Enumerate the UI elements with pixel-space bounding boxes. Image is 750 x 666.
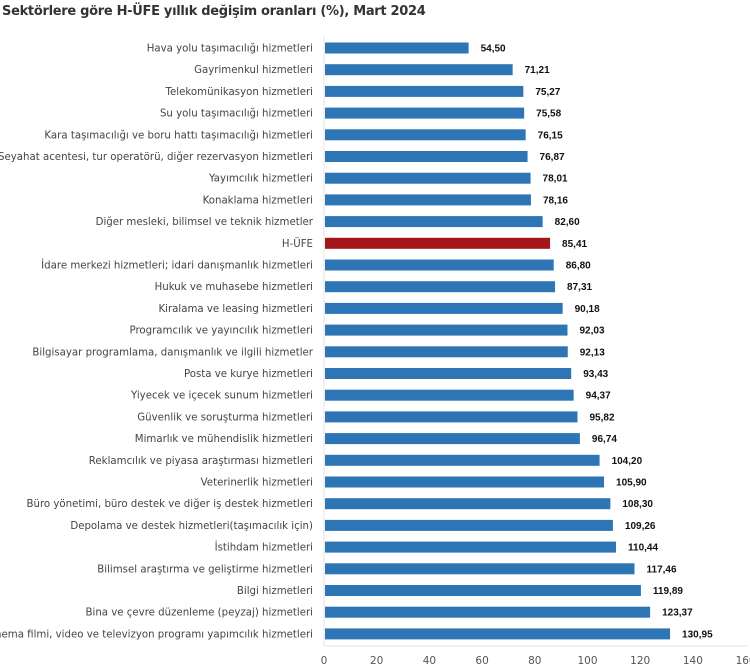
data-label: 94,37 [586,391,611,402]
category-label: Mimarlık ve mühendislik hizmetleri [135,434,313,445]
category-label: İdare merkezi hizmetleri; idari danışman… [41,259,313,272]
bar [325,42,469,54]
bar [325,519,613,531]
bar [325,281,556,293]
bar [325,151,528,162]
bar [325,606,651,618]
category-label: Depolama ve destek hizmetleri(taşımacılı… [70,521,313,532]
data-label: 76,15 [538,130,563,141]
category-label: Yayımcılık hizmetleri [208,174,313,185]
bar-highlight [325,237,551,249]
data-label: 71,21 [525,65,550,76]
category-label: Kara taşımacılığı ve boru hattı taşımacı… [44,129,313,141]
data-label: 87,31 [567,282,592,293]
data-label: 104,20 [612,456,643,467]
category-label: Gayrimenkul hizmetleri [194,65,313,76]
data-label: 75,58 [536,109,561,120]
chart-title: Sektörlere göre H-ÜFE yıllık değişim ora… [2,4,426,19]
data-label: 76,87 [540,152,565,163]
category-label: Bina ve çevre düzenleme (peyzaj) hizmetl… [86,608,314,619]
category-label: Kiralama ve leasing hizmetleri [158,304,313,315]
bar [325,194,531,206]
data-label: 130,95 [682,629,713,640]
category-label: Reklamcılık ve piyasa araştırması hizmet… [89,456,313,467]
bar [325,172,531,184]
category-label: Bilgi hizmetleri [237,586,313,597]
data-label: 108,30 [622,499,653,510]
bar [325,368,572,379]
bar [325,129,526,141]
category-label: İstihdam hizmetleri [215,541,313,554]
category-label: Hukuk ve muhasebe hizmetleri [155,282,313,293]
bar [325,107,525,119]
x-tick-label: 160 [736,655,750,666]
category-label: Bilgisayar programlama, danışmanlık ve i… [32,347,313,358]
data-label: 96,74 [592,434,617,445]
bar [325,346,568,358]
bar [325,324,568,336]
x-tick-label: 80 [528,655,541,666]
x-tick-label: 140 [683,655,703,666]
data-label: 86,80 [566,261,591,272]
data-label: 95,82 [589,412,614,423]
data-label: 119,89 [653,586,683,597]
category-label: Diğer mesleki, bilimsel ve teknik hizmet… [96,216,314,228]
category-label: Seyahat acentesi, tur operatörü, diğer r… [0,151,313,163]
data-label: 93,43 [583,369,608,380]
bar [325,302,563,314]
bar [325,563,635,575]
bar [325,411,578,423]
data-label: 123,37 [662,608,693,619]
x-tick-label: 100 [577,655,597,666]
data-label: 90,18 [575,304,600,315]
bar [325,85,524,97]
category-label: Su yolu taşımacılığı hizmetleri [160,108,313,120]
data-label: 117,46 [647,564,677,575]
category-label: Programcılık ve yayıncılık hizmetleri [129,326,313,337]
data-label: 92,13 [580,347,605,358]
category-label: Büro yönetimi, büro destek ve diğer iş d… [27,498,313,510]
x-tick-label: 60 [475,655,488,666]
data-label: 82,60 [555,217,580,228]
bar [325,498,611,510]
bar [325,389,574,401]
x-tick-label: 120 [630,655,650,666]
category-label: Bilimsel araştırma ve geliştirme hizmetl… [97,564,313,575]
category-label: H-ÜFE [282,237,313,250]
category-label: Güvenlik ve soruşturma hizmetleri [137,412,313,423]
bar [325,476,605,488]
x-tick-label: 0 [321,655,328,666]
data-label: 75,27 [535,87,560,98]
x-tick-label: 20 [370,655,383,666]
bar [325,585,641,596]
data-label: 105,90 [616,478,647,489]
bar [325,64,513,76]
data-label: 109,26 [625,521,656,532]
data-label: 85,41 [562,239,587,250]
category-label: Posta ve kurye hizmetleri [184,369,313,380]
bar [325,541,617,553]
bar [325,259,554,271]
bar [325,454,600,466]
data-label: 78,01 [543,174,568,185]
data-label: 92,03 [579,326,604,337]
category-label: Sinema filmi, video ve televizyon progra… [0,629,313,640]
data-label: 54,50 [481,44,506,55]
x-tick-label: 40 [423,655,436,666]
category-label: Konaklama hizmetleri [203,195,313,206]
data-label: 110,44 [628,543,658,554]
category-label: Telekomünikasyon hizmetleri [165,87,313,98]
bar [325,433,580,445]
category-label: Veterinerlik hizmetleri [201,478,313,489]
category-label: Hava yolu taşımacılığı hizmetleri [147,43,313,55]
bar [325,216,543,228]
category-label: Yiyecek ve içecek sunum hizmetleri [130,391,313,402]
data-label: 78,16 [543,195,568,206]
bar [325,628,671,640]
